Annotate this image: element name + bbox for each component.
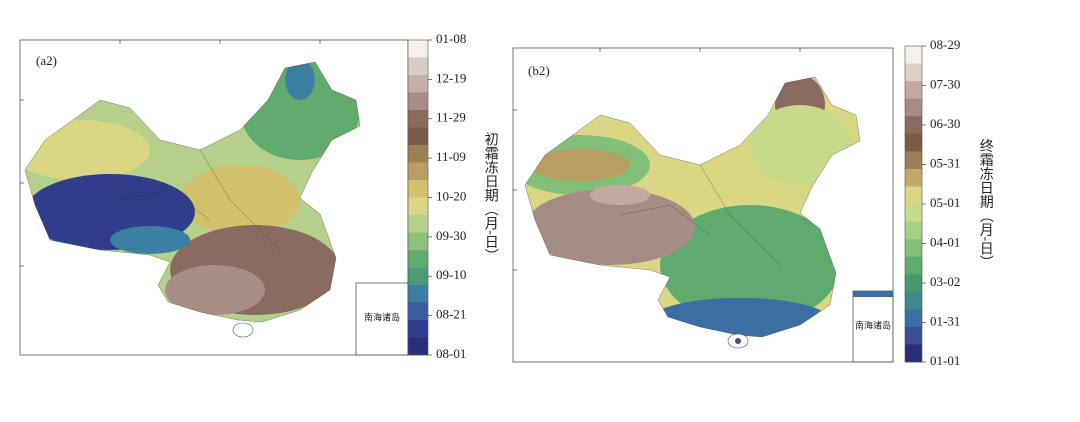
- colorbar-label: 05-01: [930, 195, 960, 210]
- colorbar-swatch: [408, 320, 428, 338]
- colorbar-swatch: [408, 232, 428, 251]
- colorbar-label: 11-09: [436, 149, 466, 164]
- colorbar-swatch: [905, 326, 922, 345]
- colorbar-label: 06-30: [930, 116, 960, 131]
- colorbar-swatch: [408, 92, 428, 111]
- colorbar-label: 11-29: [436, 110, 466, 125]
- colorbar-swatch: [905, 221, 922, 240]
- colorbar-swatch: [905, 46, 922, 64]
- inset-label: 南海诸岛: [855, 320, 891, 332]
- colorbar-swatch: [408, 250, 428, 268]
- colorbar-swatch: [905, 63, 922, 82]
- colorbar-swatch: [905, 98, 922, 117]
- colorbar-label: 08-01: [436, 346, 466, 361]
- colorbar-swatch: [408, 40, 428, 58]
- colorbar-title: 终霜冻日期（月-日）: [978, 139, 994, 270]
- colorbar-label: 01-31: [930, 313, 960, 328]
- colorbar-swatch: [905, 116, 922, 135]
- map-b: (b2) 南海诸岛: [512, 47, 894, 363]
- colorbar-swatch: [408, 215, 428, 233]
- colorbar-label: 08-29: [930, 37, 960, 52]
- map-a: (a2) 南海诸岛: [19, 39, 409, 356]
- inset-label: 南海诸岛: [364, 312, 400, 324]
- colorbar-swatch: [408, 285, 428, 303]
- colorbar-swatch: [408, 127, 428, 146]
- colorbar-label: 12-19: [436, 70, 466, 85]
- colorbar-swatch: [408, 57, 428, 76]
- colorbar-swatch: [905, 239, 922, 257]
- colorbar-label: 09-30: [436, 228, 466, 243]
- colorbar-label: 03-02: [930, 274, 960, 289]
- colorbar-swatch: [905, 344, 922, 363]
- colorbar-label: 05-31: [930, 155, 960, 170]
- colorbar-swatch: [408, 197, 428, 216]
- colorbar-swatch: [408, 75, 428, 93]
- colorbar-label: 09-10: [436, 267, 466, 282]
- map-frame: [512, 47, 894, 363]
- colorbar-swatch: [408, 302, 428, 321]
- colorbar-swatch: [905, 81, 922, 99]
- colorbar-label: 08-21: [436, 307, 466, 322]
- colorbar-label: 10-20: [436, 188, 466, 203]
- colorbar-swatch: [905, 151, 922, 170]
- colorbar-swatch: [905, 133, 922, 152]
- colorbar-label: 01-01: [930, 353, 960, 368]
- colorbar-swatch: [905, 291, 922, 310]
- colorbar-swatch: [408, 267, 428, 286]
- colorbar-swatch: [905, 204, 922, 222]
- panel-label: (b2): [528, 63, 550, 78]
- colorbar-swatch: [905, 168, 922, 187]
- panel-label: (a2): [36, 53, 57, 68]
- colorbar-swatch: [408, 180, 428, 198]
- colorbar-swatch: [905, 274, 922, 293]
- colorbar-swatch: [408, 162, 428, 181]
- colorbar-swatch: [905, 186, 922, 205]
- colorbar-swatch: [905, 256, 922, 275]
- colorbar-label: 07-30: [930, 76, 960, 91]
- colorbar-swatch: [905, 309, 922, 328]
- colorbar-title: 初霜冻日期（月-日）: [483, 131, 499, 262]
- colorbar-label: 01-08: [436, 31, 466, 46]
- colorbar-swatch: [408, 337, 428, 356]
- colorbar-swatch: [408, 110, 428, 128]
- colorbar-swatch: [408, 145, 428, 163]
- colorbar-label: 04-01: [930, 234, 960, 249]
